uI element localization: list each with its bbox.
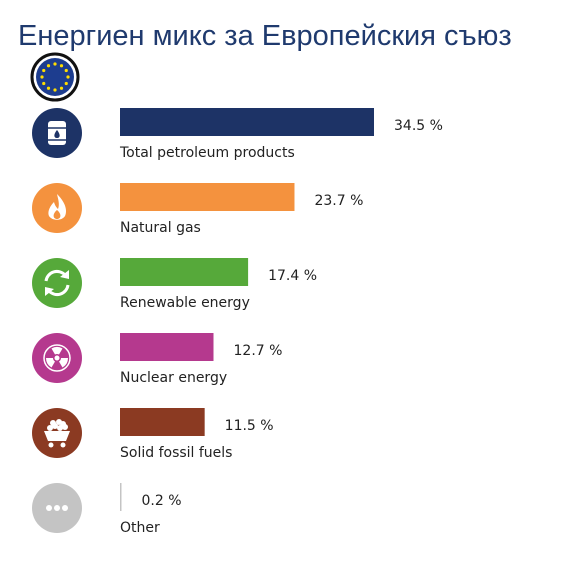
chart-title: Енергиен микс за Европейския съюз bbox=[18, 20, 512, 52]
bar bbox=[120, 408, 205, 436]
bar bbox=[120, 333, 214, 361]
value-label: 12.7 % bbox=[234, 343, 283, 359]
bar bbox=[120, 483, 122, 511]
value-label: 34.5 % bbox=[394, 118, 443, 134]
category-label: Nuclear energy bbox=[120, 370, 227, 386]
category-label: Renewable energy bbox=[120, 295, 250, 311]
bar bbox=[120, 183, 295, 211]
value-label: 23.7 % bbox=[314, 193, 363, 209]
radiation-icon bbox=[32, 333, 82, 383]
value-label: 0.2 % bbox=[142, 493, 182, 509]
more-dots-icon bbox=[32, 483, 82, 533]
coal-cart-icon bbox=[32, 408, 82, 458]
recycle-icon bbox=[32, 258, 82, 308]
eu-flag-icon bbox=[30, 52, 80, 102]
bar bbox=[120, 108, 374, 136]
category-label: Other bbox=[120, 520, 160, 536]
value-label: 11.5 % bbox=[225, 418, 274, 434]
oil-barrel-icon bbox=[32, 108, 82, 158]
value-label: 17.4 % bbox=[268, 268, 317, 284]
category-label: Solid fossil fuels bbox=[120, 445, 232, 461]
category-label: Total petroleum products bbox=[119, 145, 295, 161]
bar bbox=[120, 258, 249, 286]
flame-icon bbox=[32, 183, 82, 233]
category-label: Natural gas bbox=[120, 220, 201, 236]
